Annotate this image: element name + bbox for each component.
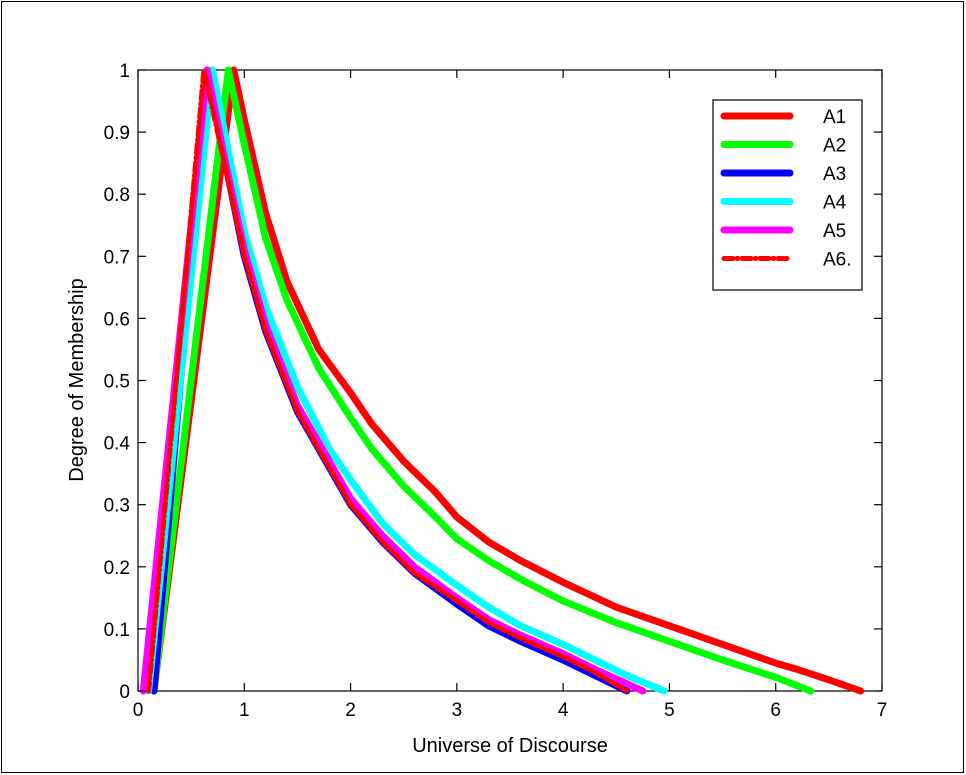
y-tick-label: 0.9 [104,123,130,144]
x-tick-label: 6 [770,700,781,721]
legend-label: A5 [823,221,846,242]
series-line-a6 [146,67,630,694]
x-tick-label: 3 [452,700,463,721]
y-tick-label: 0.2 [104,558,130,579]
y-tick-label: 0.3 [104,496,130,517]
x-tick-label: 1 [239,700,250,721]
y-tick-label: 1 [119,61,130,82]
x-tick-label: 0 [133,700,144,721]
series-line-a4 [145,66,668,695]
y-tick-label: 0.7 [104,247,130,268]
y-tick-label: 0.6 [104,309,130,330]
x-axis-title: Universe of Discourse [412,735,608,757]
y-tick-label: 0.8 [104,185,130,206]
legend: A1 A2 A3 A4 A5 A6. [712,99,863,291]
y-tick-label: 0 [119,682,130,703]
y-axis-title: Degree of Membership [66,278,88,481]
y-tick-label: 0.5 [104,372,130,393]
series-line-a2 [150,66,815,695]
legend-label: A6. [823,250,852,271]
series-line-a1 [150,66,865,695]
legend-label: A3 [823,164,846,185]
y-tick-label: 0.1 [104,620,130,641]
x-tick-label: 4 [558,700,569,721]
legend-label: A2 [823,136,846,157]
y-tick-label: 0.4 [104,434,131,455]
legend-label: A1 [823,107,846,128]
x-tick-label: 5 [664,700,675,721]
axes-layer: 0 1 2 3 4 5 6 7 0 0.1 0.2 0.3 0.4 0.5 0.6 0.7 0.8 0.9 1 [104,61,888,721]
x-tick-label: 7 [877,700,888,721]
x-tick-label: 2 [345,700,356,721]
legend-label: A4 [823,193,847,214]
series-layer [139,66,865,695]
